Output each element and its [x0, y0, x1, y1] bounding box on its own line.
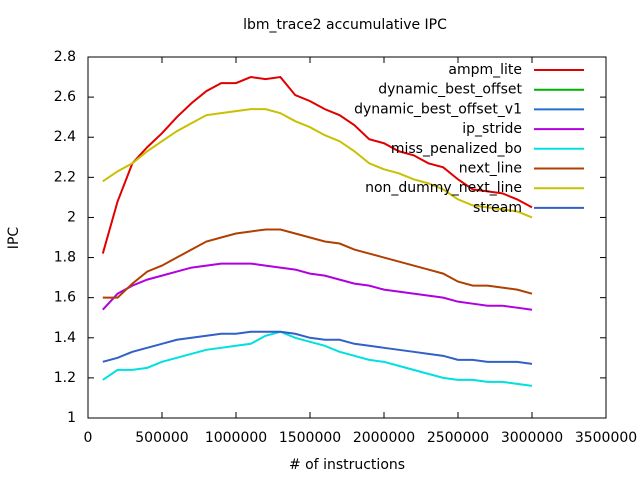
series-line — [102, 262, 533, 311]
series-line — [102, 108, 533, 219]
y-tick-label: 2.6 — [54, 89, 76, 105]
series-line — [101, 75, 533, 254]
x-tick-label: 1000000 — [205, 430, 267, 446]
x-tick-label: 500000 — [135, 430, 188, 446]
x-tick-label: 3500000 — [575, 430, 637, 446]
plot-border — [87, 56, 607, 419]
legend-label: non_dummy_next_line — [365, 180, 522, 196]
x-tick-label: 2500000 — [427, 430, 489, 446]
series-line — [102, 228, 533, 299]
y-tick-label: 2.2 — [54, 169, 76, 185]
y-tick-label: 2.4 — [54, 129, 76, 145]
y-tick-label: 1.8 — [54, 250, 76, 266]
legend-label: dynamic_best_offset — [378, 82, 522, 98]
y-tick-label: 1 — [67, 410, 76, 426]
y-axis-label: IPC — [6, 227, 22, 250]
legend-label: ampm_lite — [448, 62, 522, 78]
x-tick-label: 3000000 — [501, 430, 563, 446]
x-tick-label: 0 — [84, 430, 93, 446]
y-tick-label: 2.8 — [54, 49, 76, 65]
legend-label: miss_penalized_bo — [391, 141, 522, 157]
y-tick-label: 1.6 — [54, 290, 76, 306]
series-line — [102, 330, 533, 387]
series-line — [102, 330, 533, 365]
y-tick-label: 1.4 — [54, 330, 76, 346]
chart-title: lbm_trace2 accumulative IPC — [243, 17, 447, 33]
y-tick-label: 1.2 — [54, 370, 76, 386]
legend-label: ip_stride — [462, 121, 522, 137]
legend-label: next_line — [459, 161, 522, 177]
x-tick-label: 2000000 — [353, 430, 415, 446]
x-axis-label: # of instructions — [289, 457, 405, 473]
legend-label: stream — [473, 200, 522, 216]
y-tick-label: 2 — [67, 209, 76, 225]
legend-label: dynamic_best_offset_v1 — [354, 101, 522, 117]
x-tick-label: 1500000 — [279, 430, 341, 446]
